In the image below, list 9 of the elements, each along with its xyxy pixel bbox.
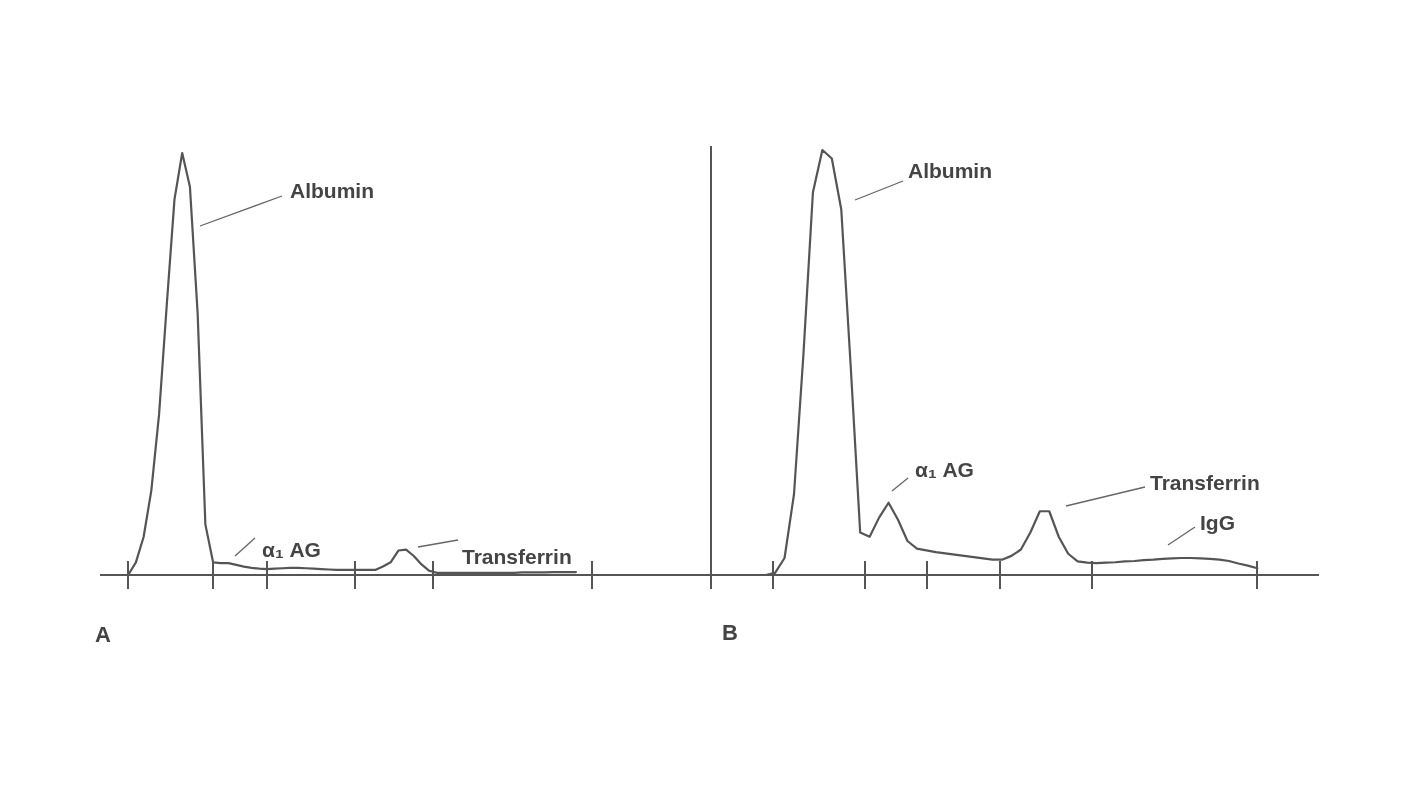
text: A [95, 622, 111, 647]
text: B [722, 620, 738, 645]
annotation: IgG [1200, 511, 1235, 534]
annotation: Transferrin [1150, 471, 1260, 494]
annotation: α₁ AG [915, 458, 974, 481]
annotation: α₁ AG [262, 538, 321, 561]
annotation: Albumin [290, 179, 374, 202]
annotation: Transferrin [462, 545, 572, 568]
annotation: Albumin [908, 159, 992, 182]
